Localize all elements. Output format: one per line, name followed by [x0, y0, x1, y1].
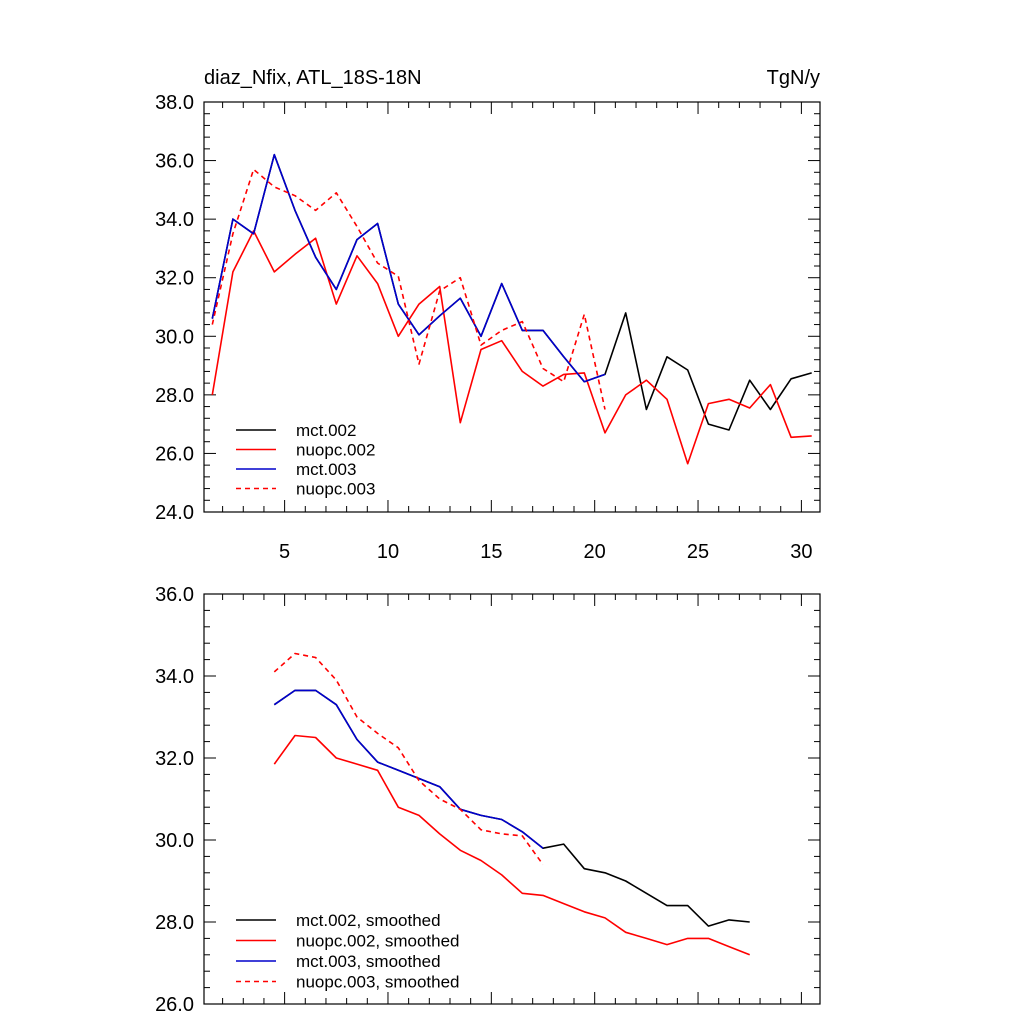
series-line-nuopc-003 [211, 168, 606, 410]
legend-label: nuopc.003, smoothed [296, 973, 460, 992]
y-tick-label: 26.0 [155, 994, 194, 1016]
x-tick-label: 15 [480, 541, 502, 563]
series-line-nuopc-003-smoothed [273, 652, 544, 866]
y-tick-label: 24.0 [155, 502, 194, 524]
y-tick-label: 32.0 [155, 748, 194, 770]
series-line-nuopc-002-smoothed [273, 734, 750, 956]
legend-label: nuopc.002, smoothed [296, 932, 460, 951]
legend: mct.002, smoothed nuopc.002, smoothedmct.… [236, 911, 460, 992]
legend-label: mct.003, smoothed [296, 952, 441, 971]
y-tick-label: 36.0 [155, 151, 194, 173]
y-tick-label: 30.0 [155, 326, 194, 348]
y-tick-label: 36.0 [155, 584, 194, 606]
series-line-mct-003-smoothed [273, 689, 544, 849]
y-tick-label: 34.0 [155, 666, 194, 688]
chart-panel-1: 24.0 26.0 28.0 30.0 32.0 34.0 36.0 38.0 5 10 15 20 2… [155, 67, 821, 563]
series-line-mct-002 [211, 153, 812, 431]
series-line-mct-003 [211, 153, 606, 383]
x-tick-label: 5 [279, 541, 290, 563]
y-tick-label: 32.0 [155, 268, 194, 290]
x-tick-label: 10 [377, 541, 399, 563]
legend-label: nuopc.003 [296, 480, 375, 499]
series-line-mct-002-smoothed [273, 689, 750, 927]
x-tick-label: 25 [687, 541, 709, 563]
series-line-nuopc-002 [211, 230, 812, 465]
units-label: TgN/y [767, 67, 820, 89]
x-tick-label: 30 [790, 541, 812, 563]
legend-label: nuopc.002 [296, 441, 375, 460]
chart-title: diaz_Nfix, ATL_18S-18N [204, 67, 422, 89]
legend-label: mct.002 [296, 421, 356, 440]
legend-label: mct.002, smoothed [296, 911, 441, 930]
y-tick-label: 26.0 [155, 443, 194, 465]
y-tick-label: 34.0 [155, 209, 194, 231]
chart-panel-2: 26.0 28.0 30.0 32.0 34.0 36.0 mct.002, smoothe… [155, 584, 821, 1016]
legend-label: mct.003 [296, 460, 356, 479]
y-tick-label: 30.0 [155, 830, 194, 852]
y-tick-label: 28.0 [155, 912, 194, 934]
x-tick-label: 20 [584, 541, 606, 563]
y-tick-label: 28.0 [155, 385, 194, 407]
y-tick-label: 38.0 [155, 92, 194, 114]
